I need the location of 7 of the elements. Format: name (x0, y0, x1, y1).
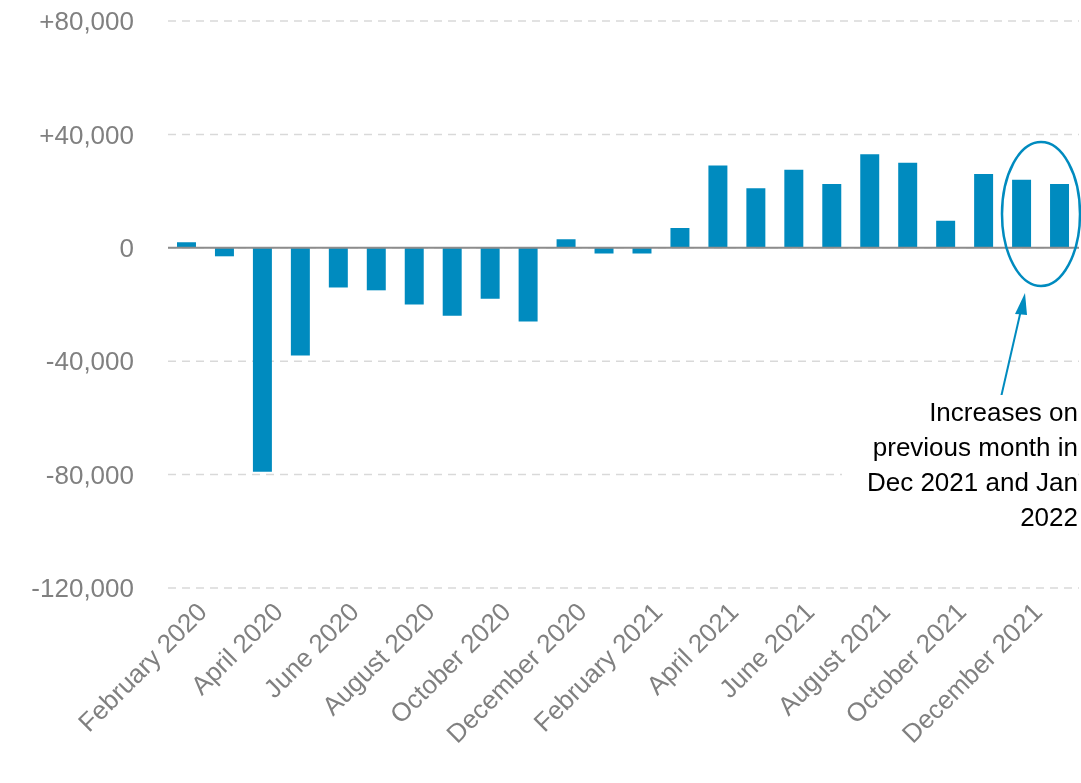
y-tick-label: -40,000 (45, 346, 134, 377)
y-tick-label: +40,000 (39, 119, 134, 150)
y-tick-label: 0 (119, 233, 134, 264)
y-tick-label: +80,000 (39, 6, 134, 37)
y-tick-label: -80,000 (45, 459, 134, 490)
y-tick-label: -120,000 (31, 573, 134, 604)
annotation: Increases on previous month in Dec 2021 and Jan 2022 (865, 396, 1078, 535)
